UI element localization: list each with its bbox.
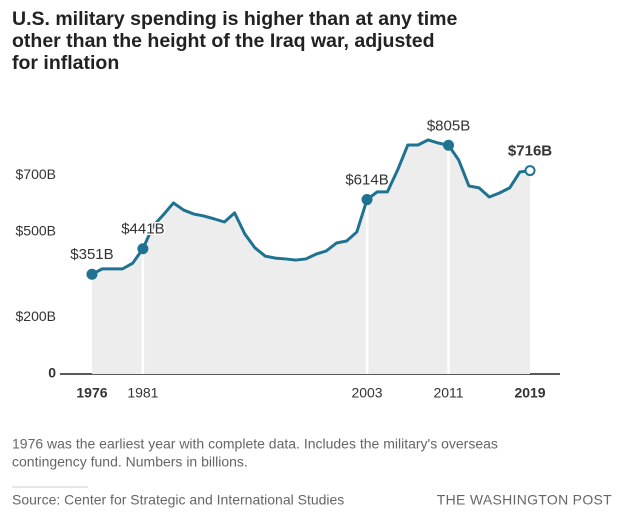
value-label: $441B [121,221,164,238]
chart-title: U.S. military spending is higher than at… [12,8,457,30]
credit: THE WASHINGTON POST [437,492,612,508]
line [91,138,531,276]
note: contingency fund. Numbers in billions. [12,454,248,470]
note: 1976 was the earliest year with complete… [12,436,498,452]
x-tick-label: 2003 [351,385,382,401]
value-label: $716B [508,143,552,160]
y-tick-label: 0 [48,365,56,381]
y-tick-label: $500B [16,223,56,239]
x-tick-label: 1981 [127,385,158,401]
marker [86,268,98,280]
value-label: $614B [345,172,388,189]
marker [443,139,455,151]
y-tick-label: $200B [16,308,56,324]
value-label: $805B [427,117,470,134]
x-tick-label: 2019 [514,385,545,401]
source: Source: Center for Strategic and Interna… [12,492,344,508]
marker [137,243,149,255]
marker [524,165,536,177]
marker [361,194,373,206]
x-tick-label: 1976 [76,385,107,401]
y-tick-label: $700B [16,166,56,182]
value-label: $351B [70,246,113,263]
x-tick-label: 2011 [433,385,463,401]
chart-title: for inflation [12,52,119,74]
chart-title: other than the height of the Iraq war, a… [12,30,435,52]
